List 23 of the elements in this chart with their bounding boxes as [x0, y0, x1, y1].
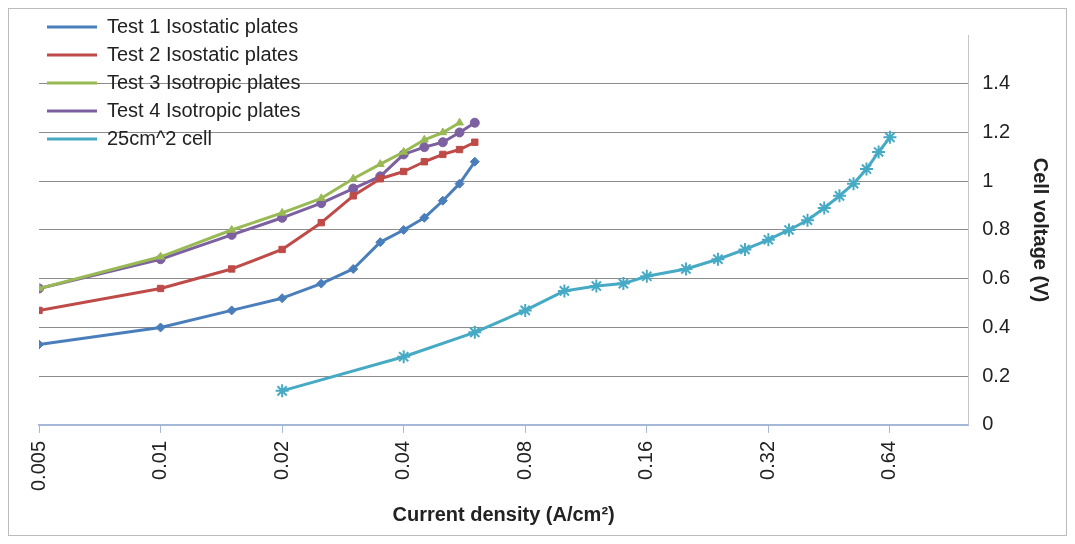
x-tick-label: 0.08 [512, 440, 535, 480]
legend-label: Test 2 Isostatic plates [107, 42, 299, 65]
y-tick-label: 1.4 [982, 71, 1011, 94]
y-tick-label: 0.4 [982, 314, 1011, 337]
x-tick-label: 0.16 [634, 440, 657, 480]
y-tick-label: 1.2 [982, 120, 1011, 142]
x-tick-label: 0.04 [391, 440, 414, 480]
y-tick-label: 0 [982, 412, 994, 435]
y-tick-label: 0.6 [982, 266, 1011, 289]
x-tick-label: 0.32 [755, 440, 778, 480]
x-tick-label: 0.64 [877, 440, 900, 480]
y-axis-title: Cell voltage (V) [1030, 157, 1053, 303]
y-tick-label: 1 [982, 168, 994, 191]
x-tick-label: 0.01 [148, 440, 171, 480]
legend-label: Test 3 Isotropic plates [107, 70, 301, 93]
legend-label: 25cm^2 cell [107, 126, 212, 149]
legend-label: Test 1 Isostatic plates [107, 14, 299, 37]
x-axis-title: Current density (A/cm²) [392, 502, 615, 525]
y-tick-label: 0.8 [982, 217, 1011, 240]
x-tick-label: 0.02 [269, 440, 292, 480]
y-tick-label: 0.2 [982, 363, 1011, 386]
x-tick-label: 0.005 [26, 440, 49, 492]
legend-label: Test 4 Isotropic plates [107, 98, 301, 121]
